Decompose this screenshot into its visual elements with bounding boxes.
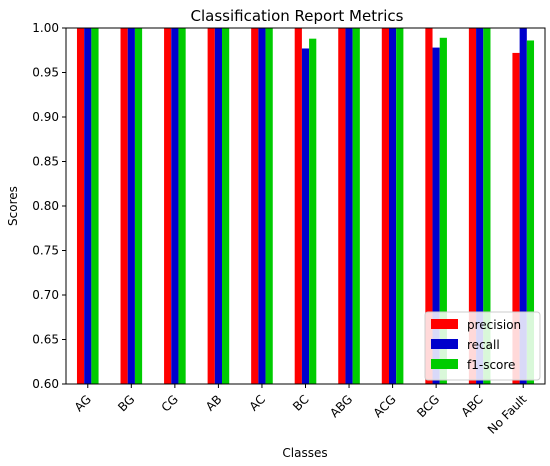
bar-precision-no-fault xyxy=(512,52,520,385)
bar-recall-cg xyxy=(171,28,179,384)
bar-recall-abc xyxy=(476,28,484,384)
legend-swatch-recall xyxy=(431,339,458,349)
x-tick-label: BC xyxy=(290,392,312,414)
y-axis-label: Scores xyxy=(6,186,20,226)
legend-label-recall: recall xyxy=(467,338,500,352)
bar-recall-abg xyxy=(345,28,353,384)
bar-recall-bg xyxy=(127,28,135,384)
bar-precision-abc xyxy=(468,28,477,384)
x-tick-label: ABC xyxy=(459,392,486,419)
bar-recall-bcg xyxy=(432,47,440,384)
y-axis: 0.60 0.65 0.70 0.75 0.80 0.85 0.90 0.95 1.00 xyxy=(32,21,66,391)
x-tick-label: ABG xyxy=(327,392,355,420)
bar-f1-score-no-fault xyxy=(526,40,535,385)
bar-precision-bcg xyxy=(425,28,433,384)
x-axis: AG BG CG AB AC BC ABG ACG BCG ABC No Fault xyxy=(72,384,530,437)
bar-recall-no-fault xyxy=(519,28,527,384)
x-tick-label: AC xyxy=(247,392,268,413)
y-tick-label: 0.65 xyxy=(32,333,59,347)
chart-title: Classification Report Metrics xyxy=(191,7,404,25)
bar-precision-cg xyxy=(164,28,172,384)
bar-recall-ac xyxy=(258,28,266,384)
legend: precision recall f1-score xyxy=(424,311,541,381)
x-tick-label: BCG xyxy=(414,392,442,420)
bar-precision-acg xyxy=(381,28,389,384)
bar-recall-bc xyxy=(301,48,310,384)
legend-swatch-precision xyxy=(431,319,458,329)
bar-recall-acg xyxy=(388,28,397,384)
x-tick-label: AB xyxy=(203,392,225,414)
bar-precision-bg xyxy=(120,28,128,384)
x-axis-label: Classes xyxy=(282,446,327,460)
plot-area xyxy=(76,28,535,385)
y-tick-label: 0.85 xyxy=(32,155,59,169)
x-tick-label: No Fault xyxy=(485,392,530,437)
bar-precision-bc xyxy=(294,28,302,384)
legend-swatch-f1-score xyxy=(431,359,458,369)
bar-f1-score-acg xyxy=(396,28,404,384)
x-tick-label: CG xyxy=(159,392,181,414)
y-tick-label: 1.00 xyxy=(32,21,59,35)
bar-recall-ab xyxy=(214,28,223,384)
bar-recall-ag xyxy=(84,28,92,384)
bar-f1-score-bc xyxy=(309,38,317,385)
bar-precision-ac xyxy=(251,28,259,384)
bar-precision-ag xyxy=(76,28,85,384)
y-tick-label: 0.75 xyxy=(32,244,59,258)
bar-f1-score-abg xyxy=(352,28,360,384)
x-tick-label: ACG xyxy=(371,392,399,420)
y-tick-label: 0.70 xyxy=(32,288,59,302)
legend-label-f1-score: f1-score xyxy=(467,358,515,372)
bar-f1-score-cg xyxy=(178,28,186,384)
bar-precision-ab xyxy=(207,28,215,384)
bar-f1-score-ab xyxy=(222,28,230,384)
y-tick-label: 0.95 xyxy=(32,66,59,80)
bar-f1-score-abc xyxy=(483,28,491,384)
y-tick-label: 0.90 xyxy=(32,110,59,124)
y-tick-label: 0.80 xyxy=(32,199,59,213)
x-tick-label: AG xyxy=(72,392,94,414)
bar-f1-score-ac xyxy=(265,28,273,384)
y-tick-label: 0.60 xyxy=(32,377,59,391)
bar-precision-abg xyxy=(338,28,346,384)
bar-f1-score-ag xyxy=(91,28,99,384)
bar-f1-score-bcg xyxy=(439,37,447,384)
legend-label-precision: precision xyxy=(467,318,521,332)
x-tick-label: BG xyxy=(115,392,137,414)
bar-f1-score-bg xyxy=(134,28,143,384)
